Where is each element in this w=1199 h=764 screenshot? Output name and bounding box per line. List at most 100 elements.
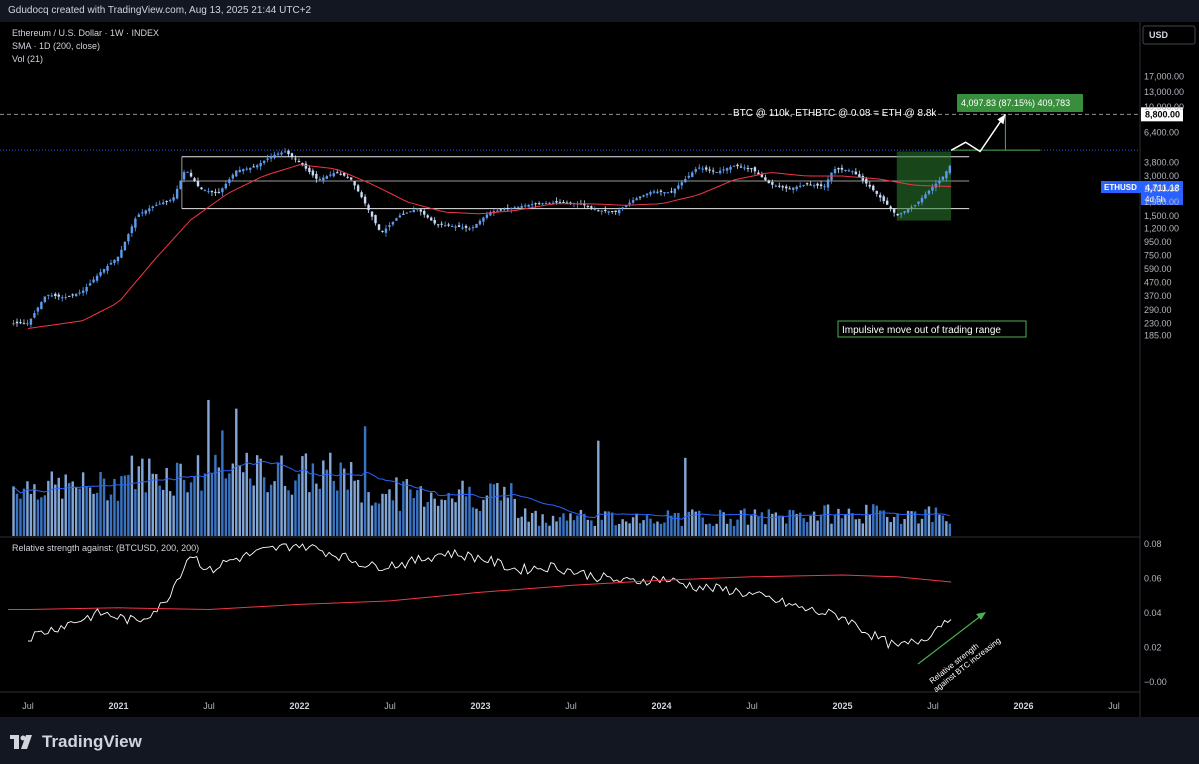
candle-body bbox=[468, 228, 471, 230]
candle-body bbox=[931, 187, 934, 191]
candle-body bbox=[847, 170, 851, 172]
volume-bar bbox=[663, 522, 666, 536]
tradingview-logo[interactable]: TradingView bbox=[10, 732, 142, 752]
rs-tick-label: 0.02 bbox=[1144, 643, 1162, 653]
legend-rs: Relative strength against: (BTCUSD, 200,… bbox=[12, 543, 200, 553]
rs-arrow-head bbox=[976, 612, 986, 620]
candle-body bbox=[520, 206, 523, 208]
volume-bar bbox=[221, 430, 224, 536]
candle-body bbox=[85, 286, 88, 292]
volume-bar bbox=[809, 515, 812, 536]
volume-bar bbox=[892, 516, 896, 536]
volume-bar bbox=[19, 498, 22, 536]
candle-body bbox=[499, 209, 503, 211]
volume-bar bbox=[416, 490, 419, 536]
candle-body bbox=[736, 164, 739, 167]
candle-body bbox=[224, 183, 228, 189]
candle-body bbox=[666, 192, 670, 194]
volume-bar bbox=[579, 509, 583, 536]
volume-bar bbox=[349, 462, 353, 536]
volume-bar bbox=[92, 493, 95, 536]
candle-body bbox=[144, 210, 147, 214]
volume-bar bbox=[47, 480, 50, 536]
candle-body bbox=[899, 213, 903, 215]
candle-body bbox=[833, 168, 837, 174]
volume-bar bbox=[656, 521, 659, 536]
candle-body bbox=[858, 174, 861, 178]
volume-bar bbox=[924, 509, 927, 536]
candle-body bbox=[840, 167, 844, 170]
candle-body bbox=[322, 177, 325, 181]
candle-body bbox=[948, 165, 952, 173]
volume-bar bbox=[172, 495, 175, 536]
current-price-value: 4,711.18 bbox=[1145, 183, 1180, 193]
candle-body bbox=[865, 178, 868, 184]
volume-bar bbox=[141, 458, 144, 536]
volume-bar bbox=[99, 471, 102, 536]
volume-bar bbox=[496, 483, 499, 536]
price-tick-label: 3,000.00 bbox=[1144, 171, 1179, 181]
volume-bar bbox=[315, 483, 318, 536]
candle-body bbox=[137, 214, 141, 217]
price-tick-label: 10,000.00 bbox=[1144, 102, 1184, 112]
candle-body bbox=[61, 297, 64, 299]
volume-bar bbox=[175, 462, 179, 536]
candle-body bbox=[753, 167, 757, 172]
candle-body bbox=[356, 185, 360, 192]
candle-body bbox=[670, 191, 673, 193]
volume-bar bbox=[106, 500, 109, 536]
candle-body bbox=[214, 191, 217, 194]
volume-bar bbox=[311, 463, 315, 536]
candle-body bbox=[590, 206, 593, 208]
candle-body bbox=[81, 290, 85, 293]
candle-body bbox=[210, 191, 214, 193]
currency-label: USD bbox=[1149, 30, 1169, 40]
candle-body bbox=[510, 207, 513, 210]
candle-body bbox=[151, 206, 154, 208]
volume-bar bbox=[826, 504, 830, 536]
volume-bar bbox=[248, 478, 252, 536]
volume-bar bbox=[624, 521, 628, 536]
volume-bar bbox=[684, 457, 687, 536]
volume-bar bbox=[938, 514, 941, 536]
volume-bar bbox=[489, 483, 492, 536]
candle-body bbox=[555, 201, 558, 203]
candle-body bbox=[447, 224, 450, 226]
volume-bar bbox=[64, 474, 67, 536]
price-tick-label: 230.00 bbox=[1144, 318, 1172, 328]
volume-bar bbox=[917, 523, 920, 536]
volume-bar bbox=[332, 480, 335, 536]
volume-bar bbox=[771, 513, 774, 536]
volume-bar bbox=[381, 493, 384, 536]
candle-body bbox=[795, 186, 798, 190]
candle-body bbox=[294, 158, 297, 160]
candle-body bbox=[523, 205, 527, 207]
candle-body bbox=[123, 241, 127, 251]
target-price-tag bbox=[1141, 107, 1183, 122]
volume-bar bbox=[673, 513, 677, 536]
candle-body bbox=[680, 182, 684, 186]
candle-body bbox=[242, 169, 245, 172]
volume-bar bbox=[718, 509, 722, 536]
candle-body bbox=[189, 172, 193, 177]
candle-body bbox=[718, 170, 722, 174]
candle-body bbox=[252, 166, 255, 168]
candle-body bbox=[778, 185, 781, 187]
volume-bar bbox=[868, 514, 872, 536]
volume-bar bbox=[729, 518, 732, 536]
candle-body bbox=[116, 256, 120, 262]
volume-bar bbox=[597, 440, 600, 536]
candle-body bbox=[739, 166, 743, 168]
candle-body bbox=[217, 191, 221, 193]
volume-bar bbox=[819, 514, 823, 536]
candle-body bbox=[569, 202, 572, 204]
candle-body bbox=[889, 206, 892, 209]
candle-body bbox=[165, 201, 168, 203]
price-tick-label: 370.00 bbox=[1144, 291, 1172, 301]
target-annotation: BTC @ 110k, ETHBTC @ 0.08 = ETH @ 8.8k bbox=[733, 108, 937, 119]
ticker-tag-symbol: ETHUSD bbox=[1104, 183, 1137, 192]
candle-body bbox=[551, 202, 555, 204]
candle-body bbox=[621, 207, 624, 209]
volume-bar bbox=[322, 460, 325, 536]
